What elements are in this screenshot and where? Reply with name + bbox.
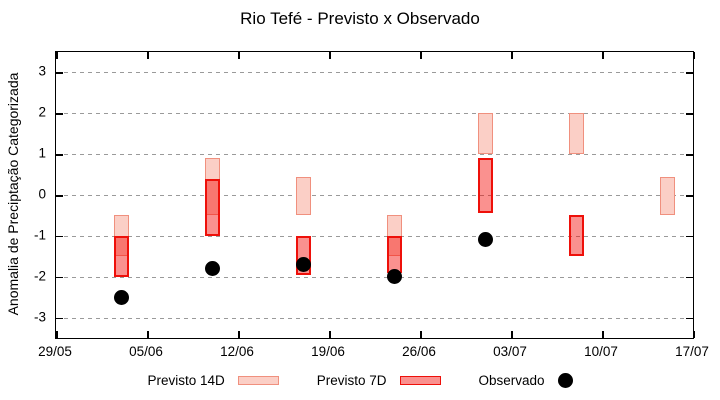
previsto-14d-box (477, 113, 493, 155)
x-axis-tick (693, 52, 695, 59)
x-axis-tick (511, 331, 513, 338)
previsto-7d-swatch (399, 376, 441, 385)
y-axis-tick (686, 154, 693, 156)
y-axis-tick (686, 72, 693, 74)
legend-label-previsto-14d: Previsto 14D (147, 373, 225, 388)
y-axis-tick (686, 195, 693, 197)
x-axis-tick (602, 331, 604, 338)
x-axis-tick (511, 52, 513, 59)
y-tick-label: 1 (38, 145, 46, 161)
y-axis-tick (56, 235, 63, 238)
x-axis-tick (56, 331, 58, 338)
x-tick-label: 12/06 (220, 344, 254, 359)
x-tick-label: 29/05 (38, 344, 72, 359)
legend-item-previsto-7d: Previsto 7D (317, 373, 441, 388)
x-tick-label: 03/07 (493, 344, 527, 359)
legend-label-observado: Observado (478, 373, 545, 388)
x-axis-tick (238, 52, 240, 59)
gridline (56, 317, 693, 319)
previsto-14d-box (659, 176, 675, 216)
observado-point (295, 256, 311, 272)
x-axis-tick (147, 331, 149, 338)
y-axis-tick (56, 317, 63, 320)
previsto-7d-box (477, 158, 493, 214)
chart-title: Rio Tefé - Previsto x Observado (240, 9, 480, 28)
x-axis-tick (56, 52, 58, 59)
observado-swatch (557, 373, 573, 388)
x-axis-tick (602, 52, 604, 59)
y-tick-label: 2 (38, 104, 46, 120)
legend-item-previsto-14d: Previsto 14D (147, 373, 279, 388)
legend-item-observado: Observado (479, 373, 573, 388)
x-axis-tick (329, 331, 331, 338)
observado-point (477, 232, 493, 248)
y-axis-tick (56, 195, 63, 197)
y-tick-label: -3 (33, 309, 46, 325)
observado-point (386, 269, 402, 285)
x-axis-tick (238, 331, 240, 338)
y-axis-tick (686, 276, 693, 279)
y-axis-tick (56, 154, 63, 156)
previsto-14d-swatch (237, 376, 279, 385)
gridline (56, 154, 693, 156)
previsto-7d-box (568, 215, 584, 257)
x-axis-tick (420, 331, 422, 338)
gridline (56, 276, 693, 278)
x-tick-label: 05/06 (129, 344, 163, 359)
x-axis-tick (147, 52, 149, 59)
y-axis-tick (56, 276, 63, 279)
x-axis-tick (420, 52, 422, 59)
x-tick-label: 10/07 (584, 344, 618, 359)
x-tick-label: 19/06 (311, 344, 345, 359)
y-tick-label: -2 (33, 268, 46, 284)
y-axis-tick (686, 317, 693, 320)
x-axis-tick (693, 331, 695, 338)
gridline (56, 235, 693, 237)
x-tick-label: 26/06 (402, 344, 436, 359)
y-tick-label: 0 (38, 186, 46, 202)
previsto-7d-box (113, 235, 129, 277)
gridline (56, 113, 693, 115)
observado-point (204, 261, 220, 277)
legend: Previsto 14D Previsto 7D Observado (0, 373, 720, 388)
gridline (56, 72, 693, 74)
gridline (56, 195, 693, 196)
legend-label-previsto-7d: Previsto 7D (316, 373, 387, 388)
plot-area (55, 51, 695, 339)
previsto-7d-box (386, 235, 402, 273)
x-axis-tick (329, 52, 331, 59)
y-tick-label: -1 (33, 227, 46, 243)
y-tick-label: 3 (38, 63, 46, 79)
observado-point (113, 289, 129, 305)
x-tick-label: 17/07 (675, 344, 709, 359)
previsto-7d-box (204, 178, 220, 236)
previsto-14d-box (568, 113, 584, 155)
y-axis-tick (56, 72, 63, 74)
y-axis-tick (56, 113, 63, 115)
y-axis-tick (686, 113, 693, 115)
y-axis-tick (686, 235, 693, 238)
previsto-14d-box (295, 176, 311, 216)
